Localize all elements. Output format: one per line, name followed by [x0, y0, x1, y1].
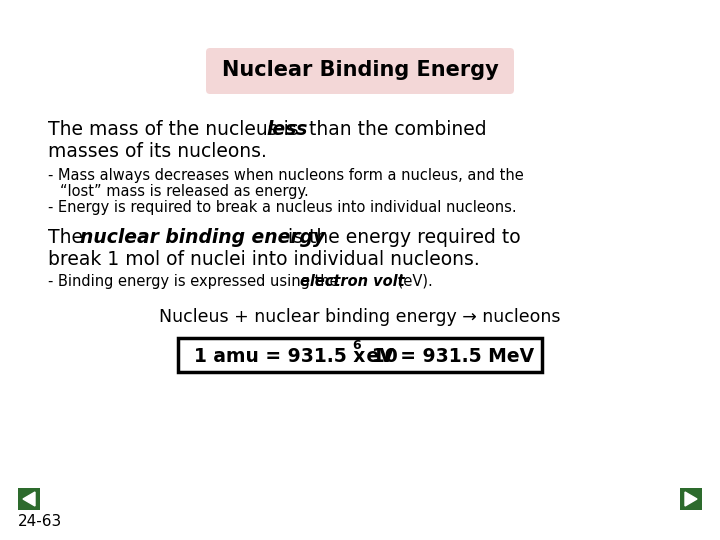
- Text: nuclear binding energy: nuclear binding energy: [81, 228, 325, 247]
- Text: Nucleus + nuclear binding energy → nucleons: Nucleus + nuclear binding energy → nucle…: [159, 308, 561, 326]
- Text: The: The: [48, 228, 89, 247]
- Bar: [18, 488, 40, 510]
- Text: break 1 mol of nuclei into individual nucleons.: break 1 mol of nuclei into individual nu…: [48, 250, 480, 269]
- Text: 6: 6: [352, 339, 361, 352]
- FancyBboxPatch shape: [206, 48, 514, 94]
- Text: less: less: [266, 120, 308, 139]
- Text: - Mass always decreases when nucleons form a nucleus, and the: - Mass always decreases when nucleons fo…: [48, 168, 523, 183]
- Text: masses of its nucleons.: masses of its nucleons.: [48, 142, 267, 161]
- Text: eV = 931.5 MeV: eV = 931.5 MeV: [360, 347, 534, 366]
- Polygon shape: [685, 492, 697, 506]
- Bar: [178, 338, 542, 372]
- Text: The mass of the nucleus is: The mass of the nucleus is: [48, 120, 305, 139]
- Text: “lost” mass is released as energy.: “lost” mass is released as energy.: [60, 184, 309, 199]
- Bar: [680, 488, 702, 510]
- Text: - Energy is required to break a nucleus into individual nucleons.: - Energy is required to break a nucleus …: [48, 200, 517, 215]
- Text: 24-63: 24-63: [18, 514, 62, 529]
- Text: is the energy required to: is the energy required to: [282, 228, 521, 247]
- Text: electron volt: electron volt: [300, 274, 405, 289]
- Text: than the combined: than the combined: [303, 120, 487, 139]
- Text: (eV).: (eV).: [393, 274, 433, 289]
- Text: 1 amu = 931.5 x 10: 1 amu = 931.5 x 10: [194, 347, 397, 366]
- Text: Nuclear Binding Energy: Nuclear Binding Energy: [222, 60, 498, 80]
- Text: - Binding energy is expressed using the: - Binding energy is expressed using the: [48, 274, 343, 289]
- Polygon shape: [23, 492, 35, 506]
